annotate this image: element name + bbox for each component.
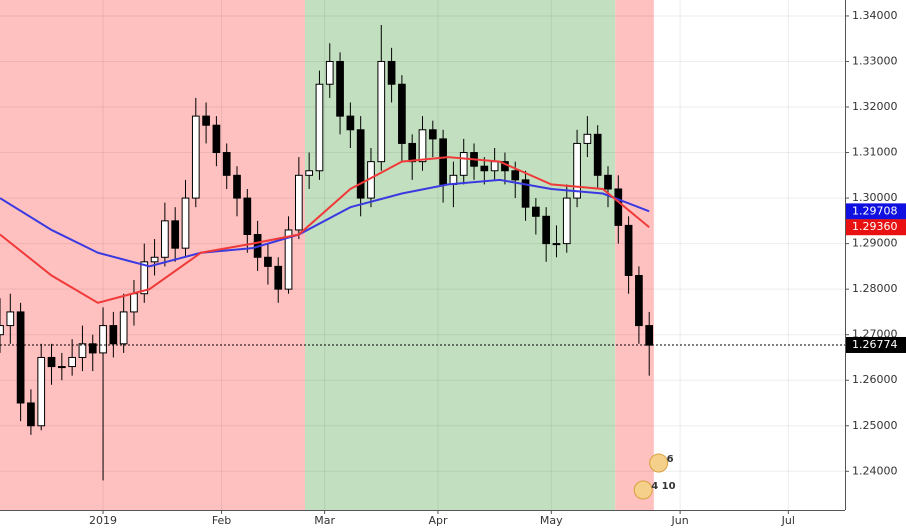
background-band [305,0,616,510]
candle-body [119,311,128,345]
candle-body [171,220,180,249]
background-band [615,0,654,510]
y-tick-label: 1.31000 [852,146,898,159]
candle-body [0,325,4,336]
event-label: 4 10 [651,481,675,492]
candle-body [356,129,365,199]
candle-body [593,133,602,176]
candle-body [274,265,283,290]
candle-body [377,60,386,163]
moving-average [0,156,650,304]
candle-body [418,129,427,163]
y-tick-label: 1.33000 [852,54,898,67]
y-tick-label: 1.30000 [852,191,898,204]
x-tick-label: Apr [428,514,448,527]
y-tick-label: 1.34000 [852,9,898,22]
candle-body [459,152,468,176]
candle-body [521,179,530,208]
x-tick-label: Jul [781,514,795,527]
candle-body [243,197,252,236]
candle-body [233,174,241,199]
candle-body [336,60,344,117]
candle-body [480,165,489,172]
candle-body [645,325,654,346]
candle-body [140,261,149,295]
x-tick-label: Feb [212,514,231,527]
y-tick-label: 1.28000 [852,282,898,295]
candle-body [222,152,231,176]
candle-body [387,60,396,85]
candle-body [294,174,303,231]
candle-body [511,170,520,181]
candle-body [47,356,56,368]
price-label-box [846,203,906,220]
candle-body [542,215,551,245]
candle-body [315,83,324,172]
candle-body [439,138,447,185]
candle-body [99,325,107,354]
candle-body [428,129,437,140]
event-icon [633,480,653,500]
candle-body [398,83,406,144]
candle-body [161,220,169,258]
candle-body [264,256,272,267]
candle-body [150,256,159,263]
price-label-box [846,219,906,236]
candle-body [346,115,355,131]
price-label: 1.29708 [852,204,898,217]
candle-body [573,142,581,199]
candle-body [325,60,334,85]
candle-body [552,243,561,246]
y-tick-label: 1.32000 [852,100,898,113]
x-tick-label: May [540,514,563,527]
x-tick-label: Jun [671,514,689,527]
candle-body [202,115,210,126]
x-tick-label: Mar [314,514,335,527]
candle-body [490,161,499,172]
x-tick-label: 2019 [89,514,117,527]
candle-body [532,206,540,217]
candle-body [583,133,592,144]
plot-area [0,0,845,510]
candle-body [109,325,118,345]
candle-body [284,229,293,290]
candle-body [57,366,66,369]
candle-body [130,293,138,313]
price-label: 1.29360 [852,220,898,233]
price-label: 1.26774 [852,338,898,351]
price-label-box [846,336,906,353]
event-label: 6 [667,454,674,465]
candle-body [191,115,200,199]
moving-average [0,178,650,268]
candle-body [408,142,417,163]
y-tick-label: 1.25000 [852,419,898,432]
candle-body [68,356,76,368]
candle-body [16,311,25,404]
y-tick-label: 1.29000 [852,237,898,250]
candle-body [305,170,313,176]
candle-body [614,188,623,226]
candle-body [6,311,15,327]
candle-body [635,274,643,327]
y-tick-label: 1.24000 [852,464,898,477]
candle-body [37,356,46,427]
candle-body [88,343,97,354]
candle-body [78,343,87,358]
candle-body [604,174,612,190]
candle-body [212,124,221,154]
y-tick-label: 1.26000 [852,373,898,386]
event-icon [649,453,669,473]
candle-body [181,197,190,249]
candle-body [624,224,633,276]
candle-body [562,197,571,245]
candle-body [27,402,35,427]
